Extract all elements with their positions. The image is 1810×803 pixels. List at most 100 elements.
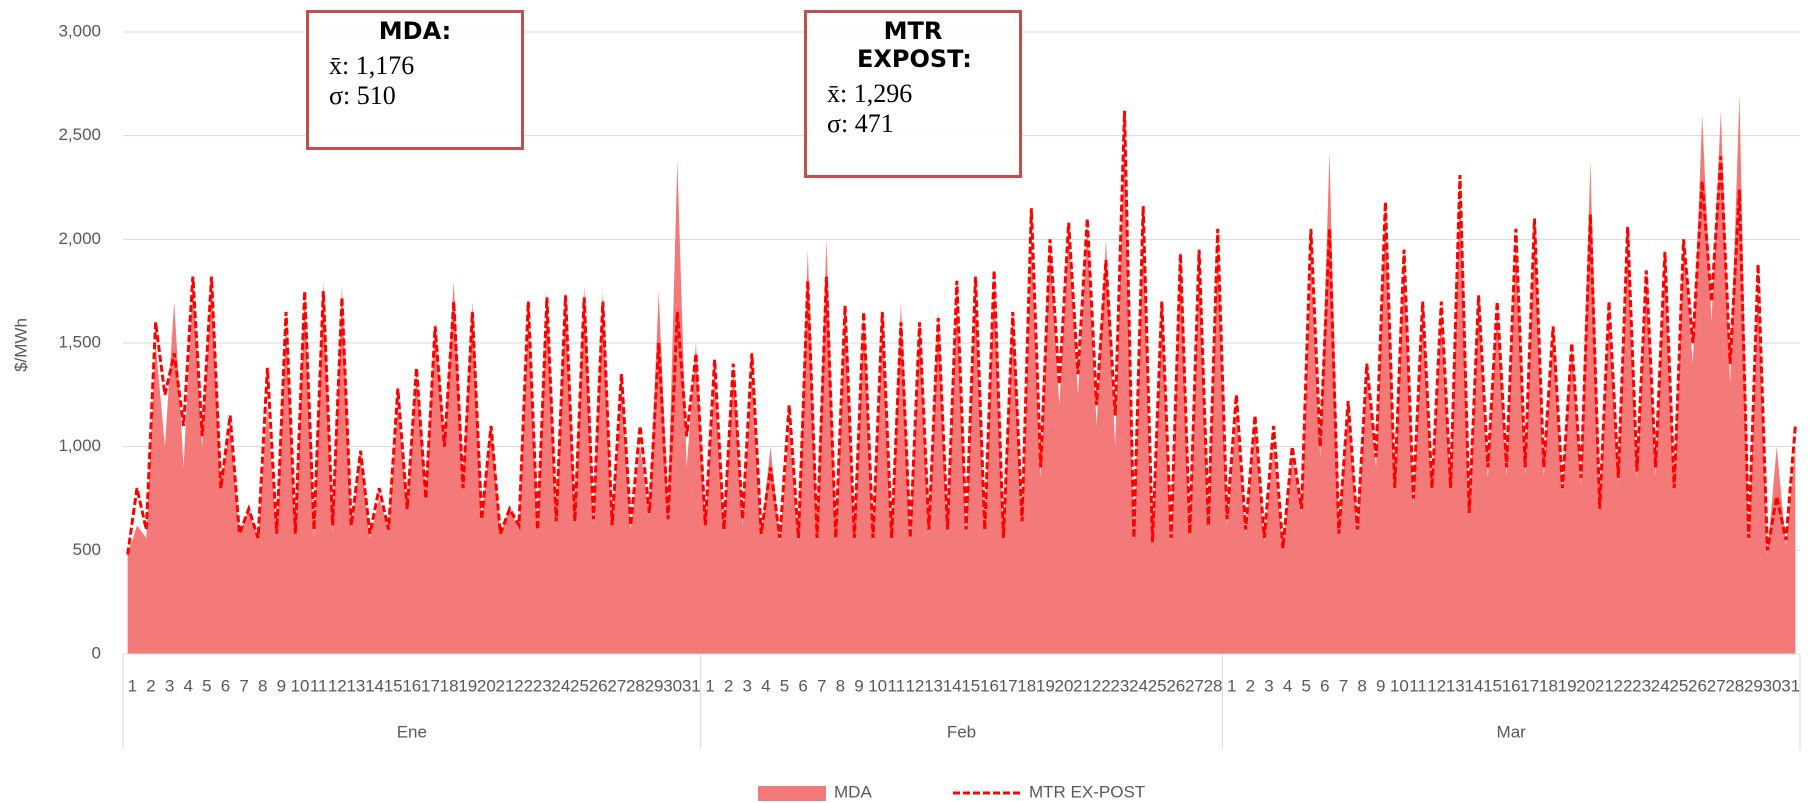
annotation-box: MDA: x̄: 1,176 σ: 510 (306, 10, 524, 150)
legend-swatch (758, 786, 826, 801)
x-tick-label: 15 (1483, 676, 1502, 695)
x-tick-label: 17 (999, 676, 1018, 695)
x-tick-label: 4 (1283, 676, 1292, 695)
annotation-title: MDA: (378, 17, 452, 45)
annotation-line: σ: 471 (827, 109, 894, 138)
x-tick-label: 29 (645, 676, 664, 695)
x-tick-label: 15 (961, 676, 980, 695)
x-tick-label: 29 (1744, 676, 1763, 695)
x-tick-label: 31 (1781, 676, 1800, 695)
x-tick-label: 17 (421, 676, 440, 695)
x-tick-label: 5 (780, 676, 789, 695)
x-tick-label: 31 (682, 676, 701, 695)
x-tick-label: 28 (1204, 676, 1223, 695)
x-tick-label: 26 (589, 676, 608, 695)
x-tick-label: 3 (165, 676, 174, 695)
x-tick-label: 10 (1390, 676, 1409, 695)
y-tick-label: 2,500 (58, 125, 101, 144)
x-tick-label: 13 (924, 676, 943, 695)
month-label: Ene (397, 722, 427, 741)
annotation-line: σ: 510 (329, 81, 396, 110)
x-tick-label: 30 (663, 676, 682, 695)
x-tick-label: 25 (570, 676, 589, 695)
legend-label: MDA (834, 782, 872, 801)
x-tick-label: 9 (1376, 676, 1385, 695)
x-tick-label: 22 (1614, 676, 1633, 695)
x-tick-label: 11 (887, 676, 905, 695)
y-tick-label: 500 (73, 540, 101, 559)
y-tick-label: 2,000 (58, 229, 101, 248)
x-tick-label: 25 (1669, 676, 1688, 695)
x-tick-label: 19 (1558, 676, 1577, 695)
x-tick-label: 13 (1446, 676, 1465, 695)
legend-item: MDA (758, 782, 872, 801)
annotation-box: MTR EXPOST: x̄: 1,296 σ: 471 (804, 10, 1022, 178)
y-tick-label: 1,500 (58, 332, 101, 351)
x-tick-label: 11 (310, 676, 328, 695)
x-tick-label: 10 (291, 676, 310, 695)
x-tick-label: 18 (1017, 676, 1036, 695)
x-tick-label: 27 (1185, 676, 1204, 695)
x-tick-label: 26 (1166, 676, 1185, 695)
x-tick-label: 1 (1227, 676, 1236, 695)
x-tick-label: 20 (1055, 676, 1074, 695)
x-tick-label: 16 (1502, 676, 1521, 695)
x-tick-label: 2 (1246, 676, 1255, 695)
x-tick-label: 30 (1763, 676, 1782, 695)
x-tick-label: 24 (1651, 676, 1670, 695)
x-tick-label: 28 (626, 676, 645, 695)
x-tick-label: 21 (1073, 676, 1092, 695)
x-tick-label: 21 (1595, 676, 1614, 695)
x-tick-label: 12 (1427, 676, 1446, 695)
x-tick-label: 19 (458, 676, 477, 695)
x-tick-label: 1 (128, 676, 137, 695)
x-tick-label: 5 (202, 676, 211, 695)
x-tick-label: 5 (1301, 676, 1310, 695)
x-tick-label: 24 (551, 676, 570, 695)
annotation-title: MTR EXPOST: (857, 17, 972, 73)
x-tick-label: 3 (1264, 676, 1273, 695)
y-tick-label: 0 (92, 643, 101, 662)
x-tick-label: 22 (514, 676, 533, 695)
x-tick-label: 28 (1725, 676, 1744, 695)
x-tick-label: 22 (1092, 676, 1111, 695)
x-tick-label: 21 (496, 676, 515, 695)
x-tick-label: 13 (346, 676, 365, 695)
x-tick-label: 15 (384, 676, 403, 695)
x-tick-label: 8 (836, 676, 845, 695)
y-tick-label: 1,000 (58, 436, 101, 455)
x-tick-label: 10 (868, 676, 887, 695)
x-tick-label: 3 (742, 676, 751, 695)
x-tick-label: 4 (183, 676, 192, 695)
annotation-line: x̄: 1,296 (827, 79, 913, 108)
x-tick-label: 16 (402, 676, 421, 695)
x-tick-label: 23 (1110, 676, 1129, 695)
x-tick-label: 9 (854, 676, 863, 695)
x-tick-label: 24 (1129, 676, 1148, 695)
x-tick-label: 14 (1464, 676, 1483, 695)
x-tick-label: 16 (980, 676, 999, 695)
x-tick-label: 23 (1632, 676, 1651, 695)
x-tick-label: 2 (724, 676, 733, 695)
x-tick-label: 18 (1539, 676, 1558, 695)
y-tick-label: 3,000 (58, 21, 101, 40)
x-tick-label: 9 (277, 676, 286, 695)
month-label: Mar (1497, 722, 1527, 741)
x-tick-label: 1 (705, 676, 714, 695)
x-tick-label: 23 (533, 676, 552, 695)
x-tick-label: 20 (477, 676, 496, 695)
x-tick-label: 8 (258, 676, 267, 695)
x-tick-label: 26 (1688, 676, 1707, 695)
x-tick-label: 12 (328, 676, 347, 695)
x-tick-label: 7 (817, 676, 826, 695)
legend-label: MTR EX-POST (1029, 782, 1145, 801)
legend-item: MTR EX-POST (953, 782, 1145, 801)
y-axis-label: $/MWh (11, 318, 30, 372)
x-tick-label: 8 (1357, 676, 1366, 695)
x-tick-label: 19 (1036, 676, 1055, 695)
x-tick-label: 6 (1320, 676, 1329, 695)
x-tick-label: 6 (798, 676, 807, 695)
x-tick-label: 27 (1707, 676, 1726, 695)
x-tick-label: 27 (607, 676, 626, 695)
